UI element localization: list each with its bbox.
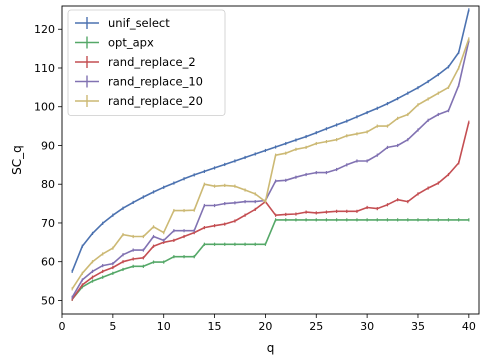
y-tick-label: 120	[34, 23, 55, 36]
series-rand_replace_20	[71, 37, 470, 291]
y-tick-label: 80	[41, 178, 55, 191]
y-axis-label: SC_q	[10, 145, 24, 175]
x-tick-label: 35	[411, 320, 425, 333]
series-rand_replace_10	[71, 39, 470, 299]
x-tick-label: 30	[360, 320, 374, 333]
legend-label: unif_select	[108, 16, 170, 30]
legend-label: opt_apx	[108, 36, 154, 50]
series-line	[71, 219, 469, 300]
series-rand_replace_2	[71, 120, 470, 301]
plot-frame	[61, 5, 480, 315]
series-line	[71, 40, 470, 298]
x-tick-label: 5	[109, 320, 116, 333]
y-tick-label: 60	[41, 256, 55, 269]
legend-label: rand_replace_20	[108, 94, 203, 108]
y-tick-label: 50	[41, 294, 55, 307]
x-tick-label: 0	[59, 320, 66, 333]
legend-label: rand_replace_2	[108, 55, 196, 69]
y-tick-label: 100	[34, 101, 55, 114]
legend-item: rand_replace_10	[75, 75, 203, 89]
series-line	[71, 9, 470, 272]
series-unif_select	[71, 8, 470, 273]
legend-item: opt_apx	[75, 36, 154, 50]
series-opt_apx	[71, 218, 470, 301]
x-tick-label: 20	[258, 320, 272, 333]
series-line	[71, 38, 470, 290]
legend-item: unif_select	[75, 16, 170, 30]
legend-box	[67, 9, 226, 116]
y-tick-label: 90	[41, 139, 55, 152]
y-tick-label: 110	[34, 62, 55, 75]
x-tick-label: 40	[462, 320, 476, 333]
legend-item: rand_replace_2	[75, 55, 196, 69]
series-layer	[71, 8, 470, 301]
legend-label: rand_replace_10	[108, 75, 203, 89]
ticks-layer: 0 5 10 15 20 25 30 35 40 50 60 70 80 90 100 110 120	[34, 23, 476, 333]
series-line	[71, 122, 470, 300]
x-tick-label: 15	[208, 320, 222, 333]
x-tick-label: 10	[157, 320, 171, 333]
x-tick-label: 25	[309, 320, 323, 333]
legend-item: rand_replace_20	[75, 94, 203, 108]
x-axis-label: q	[267, 341, 275, 355]
y-tick-label: 70	[41, 217, 55, 230]
legend: unif_select opt_apx rand_replace_2 rand_rep…	[67, 9, 226, 116]
